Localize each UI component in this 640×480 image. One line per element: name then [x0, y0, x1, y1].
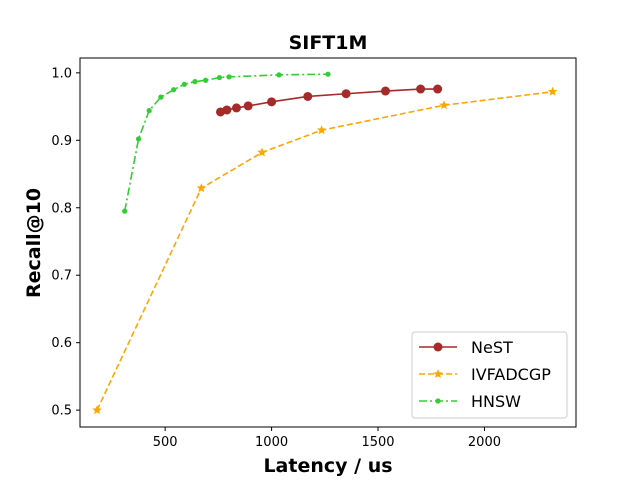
y-axis-label: Recall@10 — [23, 188, 45, 298]
y-tick-label: 0.5 — [51, 404, 72, 419]
data-point-hnsw — [192, 79, 197, 84]
data-point-nest — [381, 87, 390, 96]
y-tick-label: 0.7 — [51, 269, 72, 284]
x-axis-label: Latency / us — [263, 455, 392, 477]
data-point-hnsw — [182, 82, 187, 87]
legend-label-ivfadcgp: IVFADCGP — [471, 365, 551, 384]
data-point-nest — [244, 101, 253, 110]
data-point-hnsw — [276, 72, 281, 77]
data-point-nest — [342, 89, 351, 98]
y-tick-label: 1.0 — [51, 66, 72, 81]
data-point-hnsw — [122, 209, 127, 214]
x-tick-label: 500 — [153, 435, 178, 450]
data-point-nest — [433, 85, 442, 94]
legend-marker-nest — [434, 343, 443, 352]
data-point-nest — [232, 103, 241, 112]
x-tick-label: 1000 — [255, 435, 288, 450]
data-point-nest — [416, 85, 425, 94]
x-tick-label: 2000 — [468, 435, 501, 450]
data-point-hnsw — [226, 74, 231, 79]
legend-label-nest: NeST — [471, 338, 513, 357]
data-point-nest — [267, 97, 276, 106]
y-tick-label: 0.6 — [51, 336, 72, 351]
data-point-hnsw — [217, 75, 222, 80]
y-tick-label: 0.8 — [51, 201, 72, 216]
data-point-nest — [222, 105, 231, 114]
data-point-hnsw — [158, 95, 163, 100]
legend-label-hnsw: HNSW — [471, 392, 521, 411]
data-point-hnsw — [136, 136, 141, 141]
data-point-hnsw — [171, 87, 176, 92]
chart-title: SIFT1M — [289, 32, 368, 54]
legend: NeST IVFADCGP HNSW — [412, 332, 567, 418]
data-point-hnsw — [147, 108, 152, 113]
y-tick-label: 0.9 — [51, 134, 72, 149]
data-point-nest — [303, 92, 312, 101]
data-point-hnsw — [325, 72, 330, 77]
x-tick-label: 1500 — [361, 435, 394, 450]
data-point-hnsw — [203, 78, 208, 83]
legend-marker-hnsw — [435, 398, 440, 403]
